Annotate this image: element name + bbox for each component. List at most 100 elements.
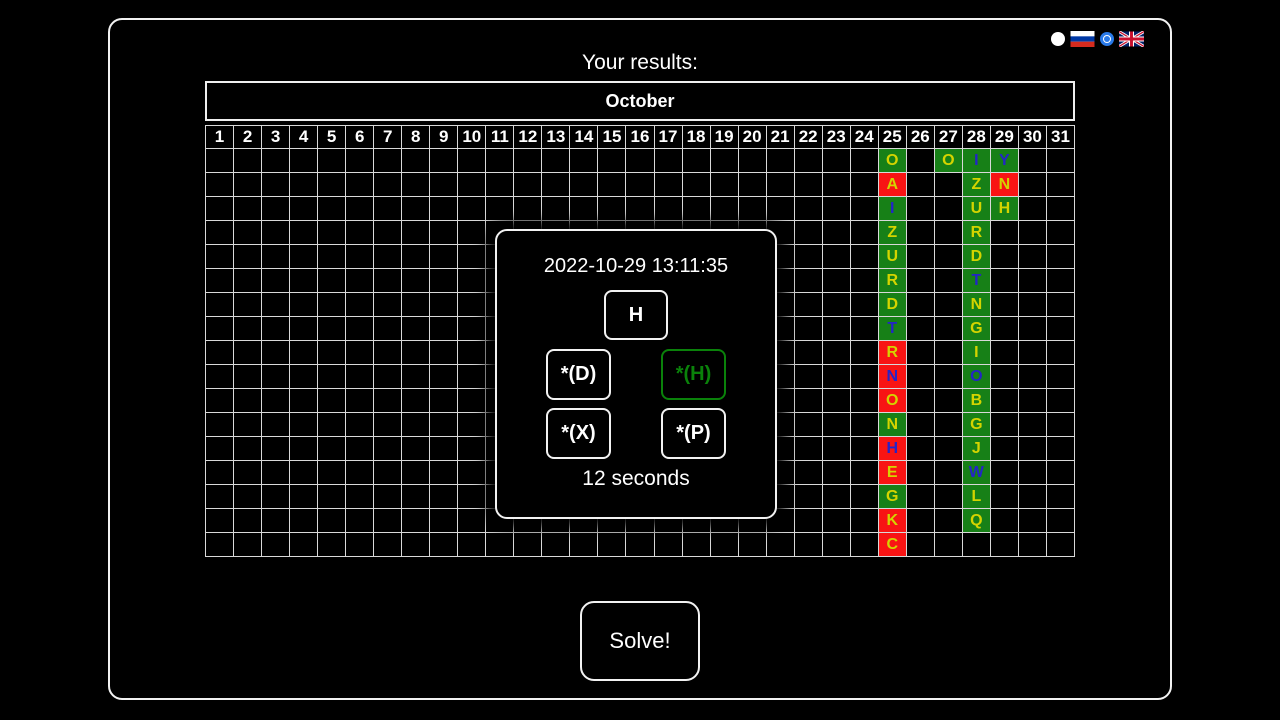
calendar-cell [373,148,403,173]
calendar-cell [989,412,1019,437]
calendar-cell [1045,364,1075,389]
calendar-cell [681,532,711,557]
page-title: Your results: [582,51,698,74]
calendar-cell [429,196,459,221]
calendar-cell [933,484,963,509]
calendar-cell: G [961,412,991,437]
calendar-cell: T [877,316,907,341]
calendar-cell [261,412,291,437]
calendar-cell [821,172,851,197]
month-label: October [605,90,675,111]
calendar-cell [765,532,795,557]
calendar-cell [933,316,963,341]
calendar-cell [709,532,739,557]
calendar-cell [261,268,291,293]
calendar-cell [793,220,823,245]
calendar-cell: O [877,388,907,413]
calendar-cell [317,196,347,221]
radio-english[interactable] [1100,32,1114,46]
calendar-cell [457,148,487,173]
calendar-cell [1017,340,1047,365]
calendar-cell [289,220,319,245]
calendar-cell [541,148,571,173]
calendar-cell [205,436,235,461]
calendar-cell [261,172,291,197]
calendar-cell [625,196,655,221]
calendar-cell [793,172,823,197]
calendar-cell [233,148,263,173]
calendar-cell [905,364,935,389]
calendar-cell [905,436,935,461]
calendar-cell [261,388,291,413]
uk-flag-icon[interactable] [1119,31,1144,47]
day-header: 17 [653,125,683,149]
option-button-x[interactable]: *(X) [546,408,611,459]
calendar-cell: U [961,196,991,221]
calendar-cell [457,436,487,461]
calendar-cell [1045,220,1075,245]
calendar-cell [317,148,347,173]
day-header: 2 [233,125,263,149]
calendar-cell [569,172,599,197]
calendar-cell [345,316,375,341]
calendar-cell [205,196,235,221]
calendar-cell [233,172,263,197]
calendar-cell: T [961,268,991,293]
calendar-cell [1045,388,1075,413]
option-button-h[interactable]: *(H) [661,349,726,400]
calendar-cell [205,148,235,173]
calendar-cell [1045,412,1075,437]
russia-flag-icon[interactable] [1070,31,1095,47]
calendar-cell [233,460,263,485]
calendar-cell [429,244,459,269]
calendar-cell [821,340,851,365]
calendar-cell [793,196,823,221]
calendar-cell [289,436,319,461]
calendar-cell [233,244,263,269]
calendar-cell [821,484,851,509]
calendar-cell [737,532,767,557]
option-button-d[interactable]: *(D) [546,349,611,400]
calendar-cell [373,340,403,365]
calendar-cell [485,532,515,557]
calendar-cell [233,340,263,365]
calendar-cell [261,436,291,461]
calendar-cell [933,196,963,221]
calendar-cell [961,532,991,557]
calendar-cell [401,364,431,389]
calendar-cell [793,436,823,461]
calendar-cell: Z [961,172,991,197]
calendar-cell [1045,340,1075,365]
calendar-cell [625,532,655,557]
calendar-cell [373,196,403,221]
calendar-cell [289,508,319,533]
calendar-cell: G [961,316,991,341]
calendar-cell [1045,196,1075,221]
calendar-cell [905,388,935,413]
calendar-cell [289,532,319,557]
calendar-cell [793,532,823,557]
calendar-cell [793,244,823,269]
calendar-cell [457,292,487,317]
calendar-cell [429,148,459,173]
calendar-cell [401,460,431,485]
calendar-cell [989,484,1019,509]
calendar-cell [793,388,823,413]
calendar-cell [541,532,571,557]
calendar-cell [849,316,879,341]
calendar-cell [289,460,319,485]
solve-button[interactable]: Solve! [580,601,700,681]
calendar-cell [317,172,347,197]
radio-russian[interactable] [1051,32,1065,46]
calendar-cell [485,196,515,221]
calendar-cell [933,340,963,365]
calendar-cell [317,292,347,317]
calendar-cell [513,172,543,197]
calendar-cell [905,316,935,341]
calendar-cell [457,412,487,437]
letter-button-h[interactable]: H [604,290,668,340]
calendar-cell [373,244,403,269]
option-button-p[interactable]: *(P) [661,408,726,459]
calendar-cell [1017,268,1047,293]
calendar-cell [261,460,291,485]
